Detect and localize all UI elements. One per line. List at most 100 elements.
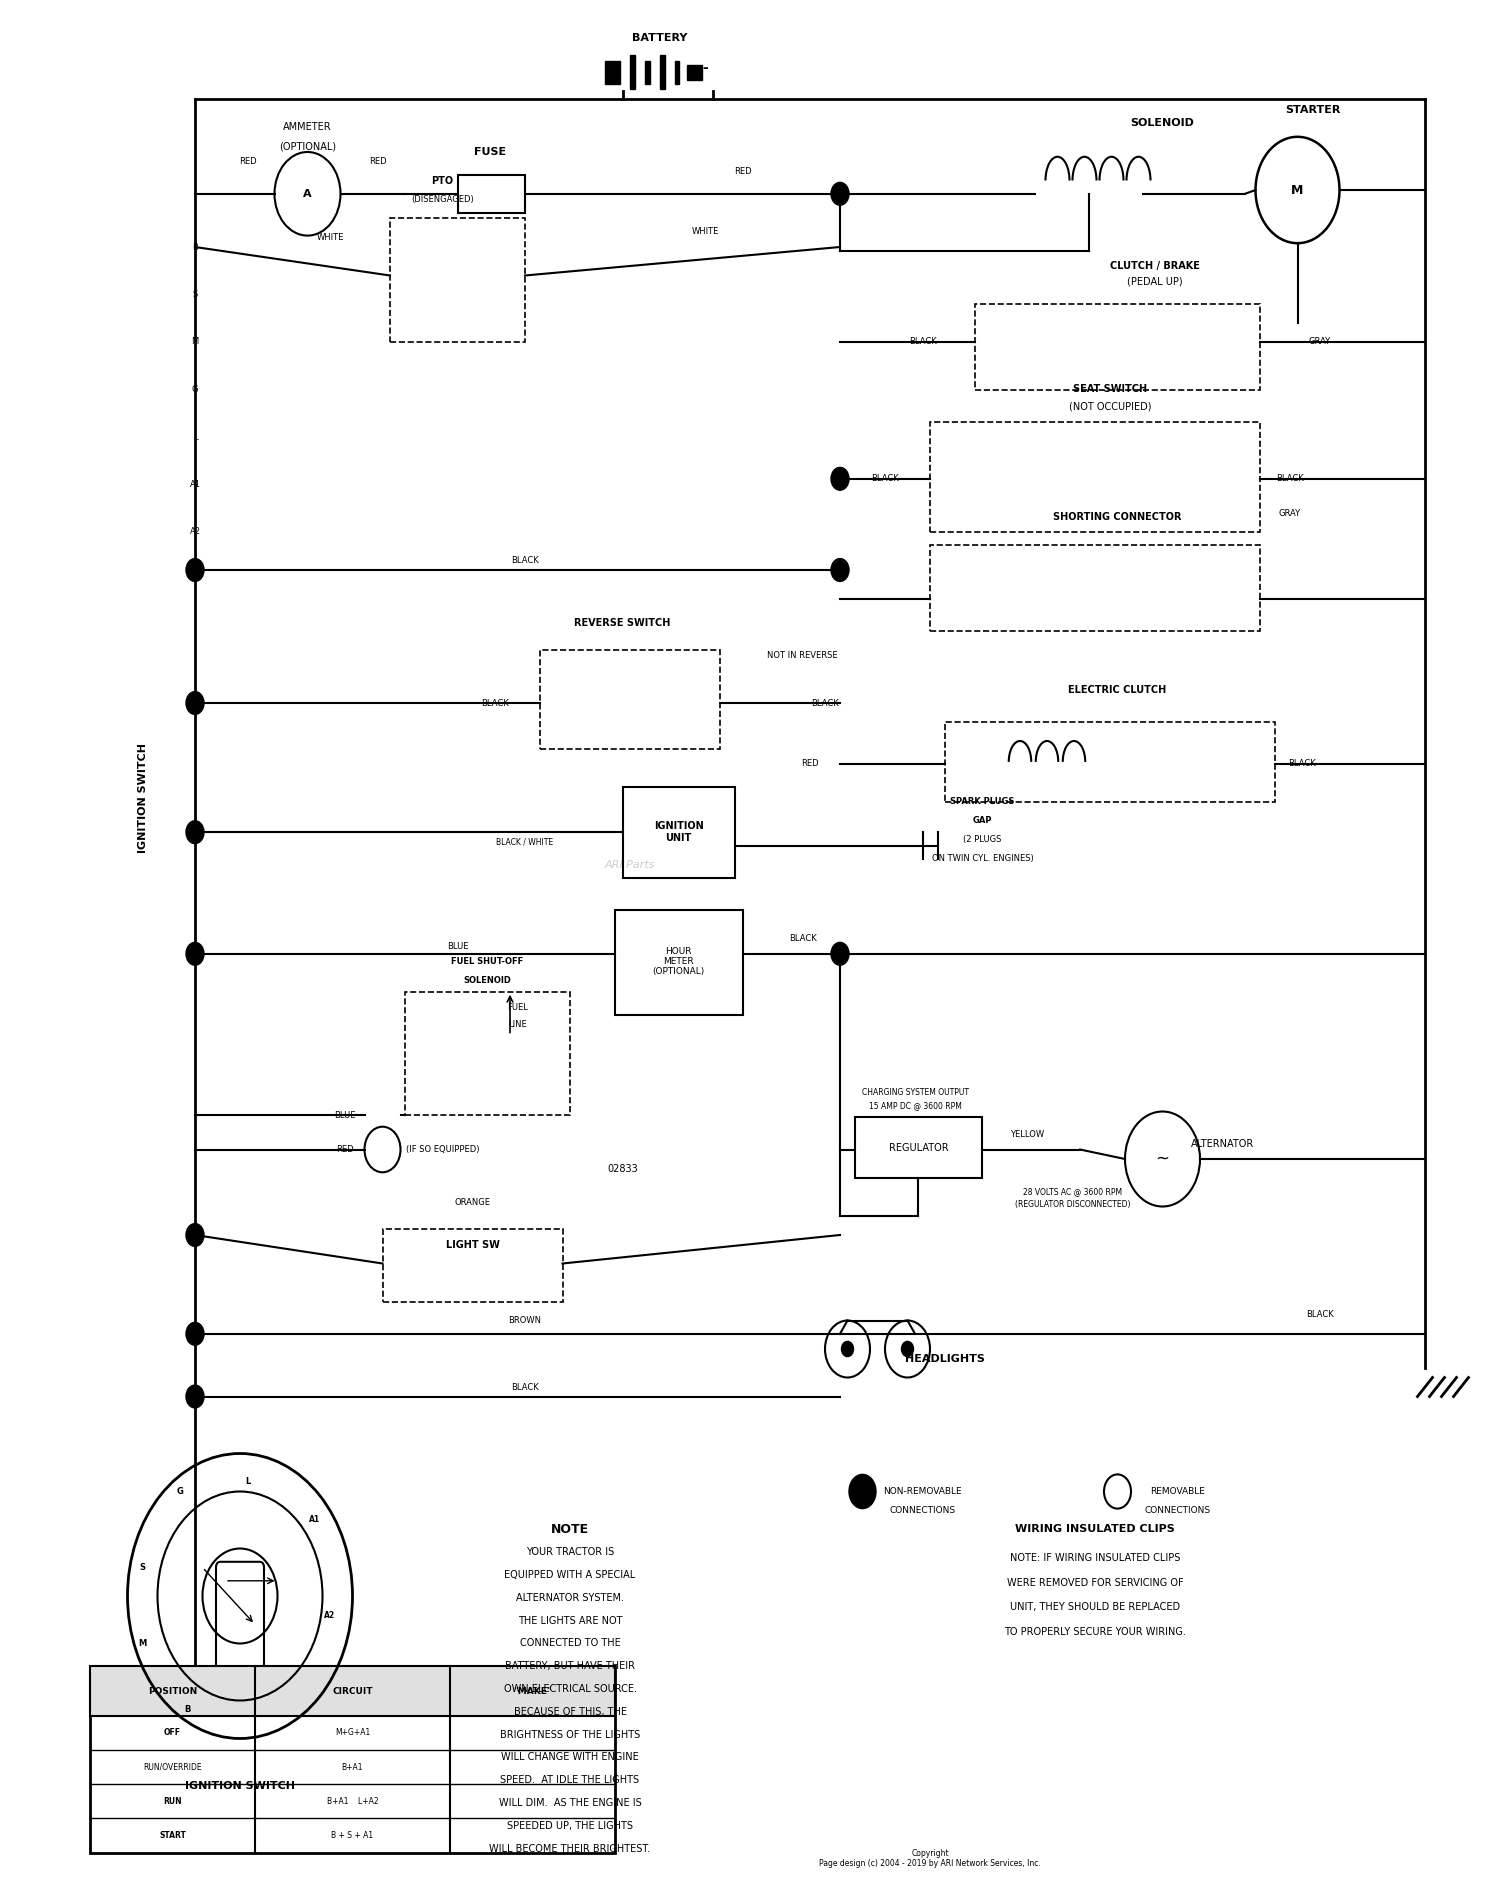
Text: PTO: PTO (432, 175, 453, 186)
Text: BLACK: BLACK (812, 699, 838, 707)
Circle shape (186, 692, 204, 714)
Circle shape (186, 559, 204, 581)
Text: CIRCUIT: CIRCUIT (333, 1687, 372, 1695)
Circle shape (902, 1341, 914, 1357)
Text: ELECTRIC CLUTCH: ELECTRIC CLUTCH (1068, 684, 1167, 695)
Text: A1: A1 (309, 1516, 321, 1524)
Bar (975, 304, 1260, 390)
Text: REGULATOR: REGULATOR (890, 1142, 948, 1153)
Text: +: + (609, 61, 621, 76)
Circle shape (186, 1385, 204, 1408)
Text: S: S (192, 291, 198, 298)
Text: Copyright
Page design (c) 2004 - 2019 by ARI Network Services, Inc.: Copyright Page design (c) 2004 - 2019 by… (819, 1849, 1041, 1868)
Circle shape (186, 821, 204, 844)
Text: FUEL: FUEL (507, 1003, 528, 1011)
Text: UNIT, THEY SHOULD BE REPLACED: UNIT, THEY SHOULD BE REPLACED (1010, 1602, 1180, 1613)
Text: BLACK: BLACK (909, 338, 936, 346)
Bar (945, 722, 1275, 802)
Text: BECAUSE OF THIS, THE: BECAUSE OF THIS, THE (513, 1706, 627, 1718)
Text: BLACK: BLACK (871, 475, 898, 483)
Text: IGNITION SWITCH: IGNITION SWITCH (138, 743, 147, 853)
Text: GRAY: GRAY (1310, 338, 1330, 346)
Text: CLUTCH / BRAKE: CLUTCH / BRAKE (1110, 260, 1200, 272)
Text: GRAY: GRAY (1280, 509, 1300, 517)
Circle shape (186, 1322, 204, 1345)
Text: BLACK: BLACK (512, 1383, 538, 1391)
Text: SOLENOID: SOLENOID (1131, 118, 1194, 129)
Text: BATTERY, BUT HAVE THEIR: BATTERY, BUT HAVE THEIR (506, 1661, 634, 1672)
Text: OWN ELECTRICAL SOURCE.: OWN ELECTRICAL SOURCE. (504, 1683, 636, 1695)
Text: WILL BECOME THEIR BRIGHTEST.: WILL BECOME THEIR BRIGHTEST. (489, 1843, 651, 1854)
Text: SHORTING CONNECTOR: SHORTING CONNECTOR (1053, 511, 1182, 522)
FancyBboxPatch shape (622, 787, 735, 878)
Text: S: S (140, 1564, 146, 1571)
Text: BLACK: BLACK (1276, 475, 1304, 483)
Text: NOTE: NOTE (550, 1524, 590, 1535)
Text: SPARK PLUGS: SPARK PLUGS (951, 798, 1014, 806)
Text: ALTERNATOR SYSTEM.: ALTERNATOR SYSTEM. (516, 1592, 624, 1604)
Text: SPEED.  AT IDLE THE LIGHTS: SPEED. AT IDLE THE LIGHTS (501, 1775, 639, 1786)
Text: B: B (184, 1706, 190, 1714)
Bar (687, 65, 702, 80)
Text: RED: RED (238, 158, 256, 165)
Text: -: - (702, 61, 708, 76)
Bar (604, 61, 619, 84)
Text: A1: A1 (189, 481, 201, 488)
Text: RED: RED (369, 158, 387, 165)
Text: B+A1: B+A1 (342, 1763, 363, 1771)
Circle shape (842, 1341, 854, 1357)
Text: WILL CHANGE WITH ENGINE: WILL CHANGE WITH ENGINE (501, 1752, 639, 1763)
Text: BROWN: BROWN (509, 1317, 542, 1324)
Text: TO PROPERLY SECURE YOUR WIRING.: TO PROPERLY SECURE YOUR WIRING. (1004, 1626, 1186, 1638)
Text: ON TWIN CYL. ENGINES): ON TWIN CYL. ENGINES) (932, 855, 1034, 863)
Text: WILL DIM.  AS THE ENGINE IS: WILL DIM. AS THE ENGINE IS (498, 1797, 642, 1809)
Text: OFF: OFF (164, 1729, 182, 1737)
Text: EQUIPPED WITH A SPECIAL: EQUIPPED WITH A SPECIAL (504, 1569, 636, 1581)
Text: CONNECTIONS: CONNECTIONS (1144, 1507, 1210, 1514)
Text: (2 PLUGS: (2 PLUGS (963, 836, 1002, 844)
Text: BLACK: BLACK (482, 699, 508, 707)
Bar (645, 61, 650, 84)
Text: WHITE: WHITE (316, 234, 344, 241)
FancyBboxPatch shape (90, 1666, 615, 1716)
FancyBboxPatch shape (90, 1666, 615, 1852)
Bar (930, 422, 1260, 532)
Text: "MAKE": "MAKE" (513, 1687, 552, 1695)
Text: B: B (192, 243, 198, 251)
Circle shape (831, 182, 849, 205)
Text: SOLENOID: SOLENOID (464, 977, 512, 984)
Text: LINE: LINE (509, 1020, 526, 1028)
Text: ~: ~ (1155, 1150, 1170, 1168)
Text: M: M (192, 338, 198, 346)
Text: M: M (1292, 184, 1304, 196)
Text: ORANGE: ORANGE (454, 1199, 490, 1206)
Text: THE LIGHTS ARE NOT: THE LIGHTS ARE NOT (518, 1615, 622, 1626)
Text: AMMETER: AMMETER (284, 122, 332, 133)
Text: B + S + A1: B + S + A1 (332, 1832, 374, 1839)
Text: A2: A2 (189, 528, 201, 536)
Text: 28 VOLTS AC @ 3600 RPM: 28 VOLTS AC @ 3600 RPM (1023, 1188, 1122, 1195)
Text: CHARGING SYSTEM OUTPUT: CHARGING SYSTEM OUTPUT (861, 1089, 969, 1096)
Text: M: M (138, 1640, 147, 1647)
Bar (930, 545, 1260, 631)
Text: BRIGHTNESS OF THE LIGHTS: BRIGHTNESS OF THE LIGHTS (500, 1729, 640, 1740)
Text: ARI Parts: ARI Parts (604, 859, 656, 870)
Text: CONNECTED TO THE: CONNECTED TO THE (519, 1638, 621, 1649)
Text: RED: RED (734, 167, 752, 175)
Text: IGNITION SWITCH: IGNITION SWITCH (184, 1780, 296, 1792)
Text: FUEL SHUT-OFF: FUEL SHUT-OFF (452, 958, 524, 965)
Text: (DISENGAGED): (DISENGAGED) (411, 196, 474, 203)
Circle shape (831, 942, 849, 965)
Text: B+A1    L+A2: B+A1 L+A2 (327, 1797, 378, 1805)
Text: SPEEDED UP, THE LIGHTS: SPEEDED UP, THE LIGHTS (507, 1820, 633, 1832)
Text: ALTERNATOR: ALTERNATOR (1191, 1138, 1254, 1150)
Text: RED: RED (801, 760, 819, 768)
Text: NOT IN REVERSE: NOT IN REVERSE (766, 652, 838, 659)
Text: SEAT SWITCH: SEAT SWITCH (1072, 384, 1148, 395)
Text: BLUE: BLUE (447, 942, 468, 950)
FancyBboxPatch shape (458, 175, 525, 213)
Text: BLACK: BLACK (1306, 1311, 1334, 1319)
Text: POSITION: POSITION (148, 1687, 196, 1695)
Text: (NOT OCCUPIED): (NOT OCCUPIED) (1068, 401, 1152, 412)
Text: YELLOW: YELLOW (1011, 1130, 1044, 1138)
